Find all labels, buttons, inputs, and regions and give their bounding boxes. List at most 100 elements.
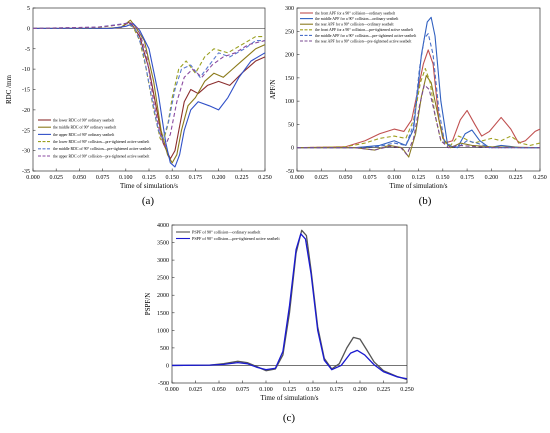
series-line <box>297 33 540 149</box>
series-line <box>33 22 266 168</box>
y-tick-label: 200 <box>285 53 294 59</box>
series-line <box>297 84 540 156</box>
x-tick-label: 0.075 <box>96 175 110 181</box>
legend-entry: the front APF for a 90° collision—pre-ti… <box>315 28 414 32</box>
x-tick-label: 0.050 <box>212 387 226 393</box>
y-tick-label: 100 <box>285 99 294 105</box>
legend-entry: the lower RDC of 90° ordinary seatbelt <box>53 118 115 122</box>
y-tick-label: -20 <box>22 108 30 114</box>
y-tick-label: 2000 <box>157 293 169 299</box>
x-tick-label: 0.000 <box>26 175 40 181</box>
y-tick-label: 1000 <box>157 328 169 334</box>
y-tick-label: 250 <box>285 29 294 35</box>
legend-entry: the middle RDC of 90° ordinary seatbelt <box>53 126 117 130</box>
x-tick-label: 0.000 <box>290 175 304 181</box>
y-tick-label: 150 <box>285 76 294 82</box>
y-tick-label: 0 <box>291 146 294 152</box>
x-axis-title: Time of simulation/s <box>120 182 178 190</box>
y-tick-label: 5 <box>27 6 30 12</box>
x-tick-label: 0.100 <box>119 175 133 181</box>
x-tick-label: 0.150 <box>436 175 450 181</box>
x-tick-label: 0.000 <box>165 387 179 393</box>
x-tick-label: 0.150 <box>165 175 179 181</box>
legend-entry: the middle APF for a 90° collision—pre-t… <box>315 34 417 38</box>
x-tick-label: 0.175 <box>330 387 344 393</box>
x-tick-label: 0.225 <box>235 175 249 181</box>
y-tick-label: 500 <box>160 346 169 352</box>
x-tick-label: 0.250 <box>258 175 272 181</box>
legend-entry: the front APF for a 90° collision—ordina… <box>315 11 396 15</box>
x-tick-label: 0.075 <box>236 387 250 393</box>
x-tick-label: 0.250 <box>533 175 547 181</box>
x-tick-label: 0.125 <box>283 387 297 393</box>
x-tick-label: 0.200 <box>212 175 226 181</box>
panel-label: (c) <box>283 412 296 424</box>
y-tick-label: 3500 <box>157 241 169 247</box>
y-tick-label: -50 <box>286 169 294 175</box>
y-axis-title: PSPF/N <box>144 293 152 316</box>
y-tick-label: 50 <box>288 122 294 128</box>
legend-entry: the rear APF for a 90° collision—ordinar… <box>315 23 395 27</box>
x-tick-label: 0.150 <box>306 387 320 393</box>
x-tick-label: 0.250 <box>400 387 414 393</box>
x-tick-label: 0.100 <box>387 175 401 181</box>
panel-label: (b) <box>419 195 432 207</box>
y-axis-title: APF/N <box>269 80 277 100</box>
x-tick-label: 0.200 <box>353 387 367 393</box>
x-tick-label: 0.225 <box>509 175 523 181</box>
legend-entry: the middle RDC of 90° collision—pre-tigh… <box>53 147 152 151</box>
x-tick-label: 0.050 <box>73 175 87 181</box>
legend: the lower RDC of 90° ordinary seatbelt th… <box>38 118 152 158</box>
y-tick-label: 4000 <box>157 223 169 229</box>
y-tick-label: -500 <box>158 381 169 387</box>
legend-entry: PSPF of 90° collision—ordinary seatbelt <box>192 229 261 234</box>
x-tick-label: 0.125 <box>412 175 426 181</box>
y-tick-label: -10 <box>22 67 30 73</box>
legend-entry: the upper RDC of 90° collision—pre-tight… <box>53 154 150 158</box>
series-line <box>33 19 266 164</box>
series-line <box>296 49 541 149</box>
y-tick-label: 2500 <box>157 276 169 282</box>
y-axis-title: RDC /mm <box>5 74 13 104</box>
legend-entry: the lower RDC of 90° collision—pre-tight… <box>53 140 150 144</box>
series-line <box>171 233 408 380</box>
x-axis-title: Time of simulation/s <box>389 182 447 190</box>
legend: PSPF of 90° collision—ordinary seatbelt P… <box>176 229 280 241</box>
y-tick-label: -15 <box>22 88 30 94</box>
legend-entry: the upper RDC of 90° ordinary seatbelt <box>53 133 115 137</box>
panel-label: (a) <box>142 195 155 207</box>
chart-panel-c: 0.000 0.025 0.050 0.075 0.100 0.125 0.150 0.175… <box>144 223 414 424</box>
series-line <box>32 22 266 148</box>
y-tick-label: -35 <box>22 169 30 175</box>
y-tick-label: -5 <box>25 47 30 53</box>
y-tick-label: 300 <box>285 6 294 12</box>
x-tick-label: 0.050 <box>339 175 353 181</box>
series-line <box>171 229 408 381</box>
x-tick-label: 0.175 <box>189 175 203 181</box>
x-tick-label: 0.100 <box>259 387 273 393</box>
legend-entry: PSPF of 90° collision—pre-tightened acti… <box>192 236 280 241</box>
x-tick-label: 0.225 <box>377 387 391 393</box>
x-tick-label: 0.075 <box>363 175 377 181</box>
y-tick-label: 1500 <box>157 311 169 317</box>
y-tick-label: -30 <box>22 149 30 155</box>
x-tick-label: 0.175 <box>460 175 474 181</box>
legend-entry: the rear APF for a 90° collision—pre-tig… <box>315 39 412 43</box>
chart-panel-a: 0.000 0.025 0.050 0.075 0.100 0.125 0.150 0.175… <box>5 6 272 207</box>
legend: the front APF for a 90° collision—ordina… <box>300 11 417 43</box>
x-axis-title: Time of simulation/s <box>260 394 318 402</box>
series-line <box>33 21 266 160</box>
chart-panel-b: 0.000 0.025 0.050 0.075 0.100 0.125 0.150 0.175… <box>269 6 547 207</box>
legend-entry: the middle APF for a 90° collision—ordin… <box>315 17 399 21</box>
x-tick-label: 0.025 <box>189 387 203 393</box>
series-line <box>297 74 541 158</box>
y-tick-label: 0 <box>27 26 30 32</box>
x-tick-label: 0.200 <box>485 175 499 181</box>
x-tick-label: 0.025 <box>49 175 63 181</box>
y-tick-label: -25 <box>22 128 30 134</box>
x-tick-label: 0.025 <box>315 175 329 181</box>
y-tick-label: 3000 <box>157 258 169 264</box>
y-tick-label: 0 <box>166 363 169 369</box>
